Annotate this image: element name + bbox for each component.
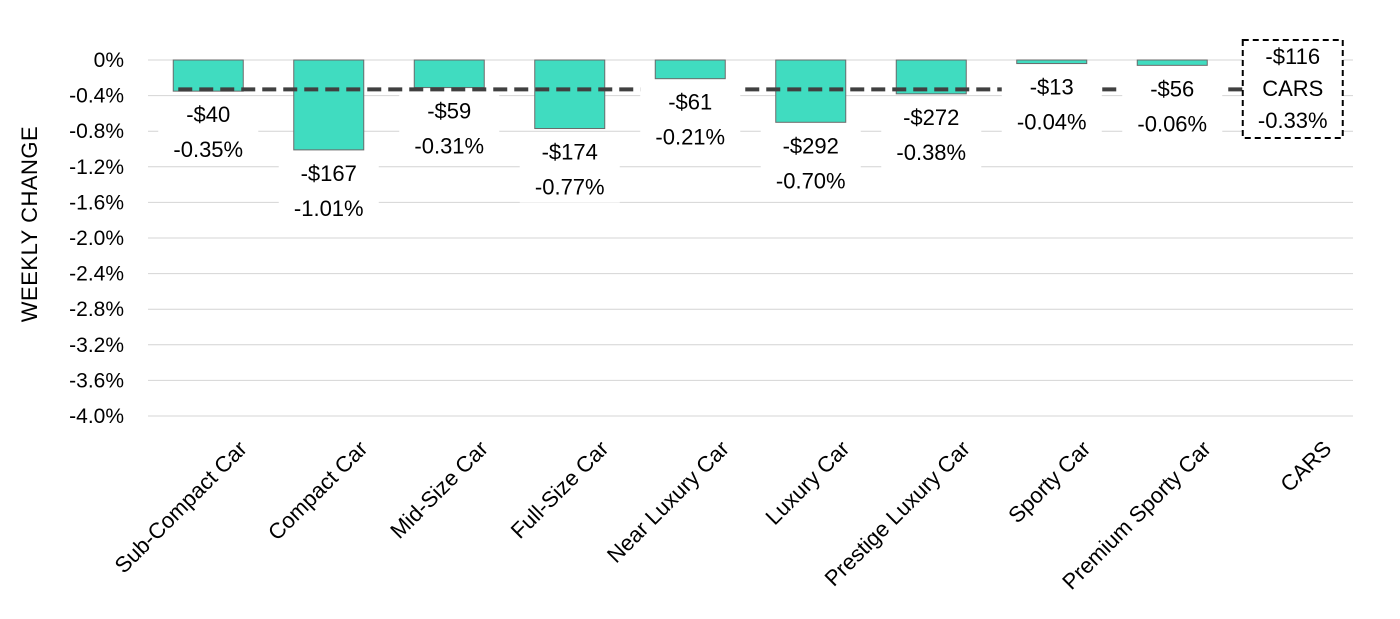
bar <box>413 59 485 89</box>
data-labels: -$40 -0.35% -$167 -1.01% -$59 -0.31% -$174 -0.7… <box>158 39 1344 224</box>
data-label-dollar: -$56 <box>1150 76 1194 101</box>
x-category-label: Luxury Car <box>761 436 855 530</box>
bar <box>895 59 967 95</box>
data-label-percent: -0.35% <box>173 137 243 162</box>
x-category-label: CARS <box>1275 436 1336 497</box>
data-label-percent: -0.38% <box>896 140 966 165</box>
y-axis-title: WEEKLY CHANGE <box>17 126 42 322</box>
average-label-box <box>1241 39 1344 139</box>
bar <box>1016 59 1088 65</box>
data-label-dollar: -$174 <box>542 140 598 165</box>
bar <box>534 59 606 130</box>
y-tick-label: -1.6% <box>69 191 124 214</box>
bars <box>172 59 1208 151</box>
y-tick-label: -0.8% <box>69 120 124 143</box>
data-label-dollar: -$40 <box>186 102 230 127</box>
data-label-percent: -0.06% <box>1137 111 1207 136</box>
data-label-background <box>278 155 379 224</box>
data-label-percent: -0.70% <box>776 168 846 193</box>
data-label-background <box>399 93 500 162</box>
y-tick-label: -3.6% <box>69 369 124 392</box>
bar <box>172 59 244 92</box>
data-label-background <box>881 99 982 168</box>
data-label-background <box>158 97 259 166</box>
y-tick-label: -1.2% <box>69 156 124 179</box>
bar <box>1136 59 1208 66</box>
y-tick-label: -2.4% <box>69 263 124 286</box>
average-label-text: -0.33% <box>1258 108 1328 133</box>
average-label-text: CARS <box>1262 76 1323 101</box>
x-category-label: Compact Car <box>263 436 372 545</box>
data-label-dollar: -$59 <box>427 99 471 124</box>
x-category-label: Sporty Car <box>1003 436 1095 528</box>
y-tick-label: 0% <box>94 49 124 72</box>
y-tick-label: -4.0% <box>69 405 124 428</box>
data-label-dollar: -$272 <box>903 105 959 130</box>
y-tick-label: -3.2% <box>69 334 124 357</box>
average-label-text: -$116 <box>1265 44 1320 69</box>
data-label-dollar: -$61 <box>668 90 712 115</box>
data-label-percent: -0.21% <box>655 125 725 150</box>
data-label-percent: -0.77% <box>535 175 605 200</box>
x-category-label: Sub-Compact Car <box>110 436 252 578</box>
x-category-label: Mid-Size Car <box>385 436 493 544</box>
data-label-background <box>519 134 620 203</box>
x-category-label: Full-Size Car <box>506 436 614 544</box>
data-label-dollar: -$292 <box>783 133 839 158</box>
y-tick-label: -2.0% <box>69 227 124 250</box>
y-tick-label: -0.4% <box>69 85 124 108</box>
data-label-percent: -0.04% <box>1017 110 1087 135</box>
x-axis-categories: Sub-Compact Car Compact Car Mid-Size Car Fu… <box>110 436 1337 595</box>
y-axis-ticks: 0% -0.4% -0.8% -1.2% -1.6% -2.0% -2.4% -2.8% -3.… <box>69 49 124 428</box>
data-label-dollar: -$167 <box>301 161 357 186</box>
y-tick-label: -2.8% <box>69 298 124 321</box>
bar <box>293 59 365 151</box>
data-label-percent: -0.31% <box>414 134 484 159</box>
data-label-background <box>640 84 741 153</box>
data-label-background <box>1001 69 1102 138</box>
bar <box>654 59 726 80</box>
data-label-percent: -1.01% <box>294 196 364 221</box>
data-label-background <box>760 128 861 197</box>
x-category-label: Near Luxury Car <box>602 436 734 568</box>
data-label-background <box>1122 71 1223 140</box>
data-label-dollar: -$13 <box>1030 75 1074 100</box>
